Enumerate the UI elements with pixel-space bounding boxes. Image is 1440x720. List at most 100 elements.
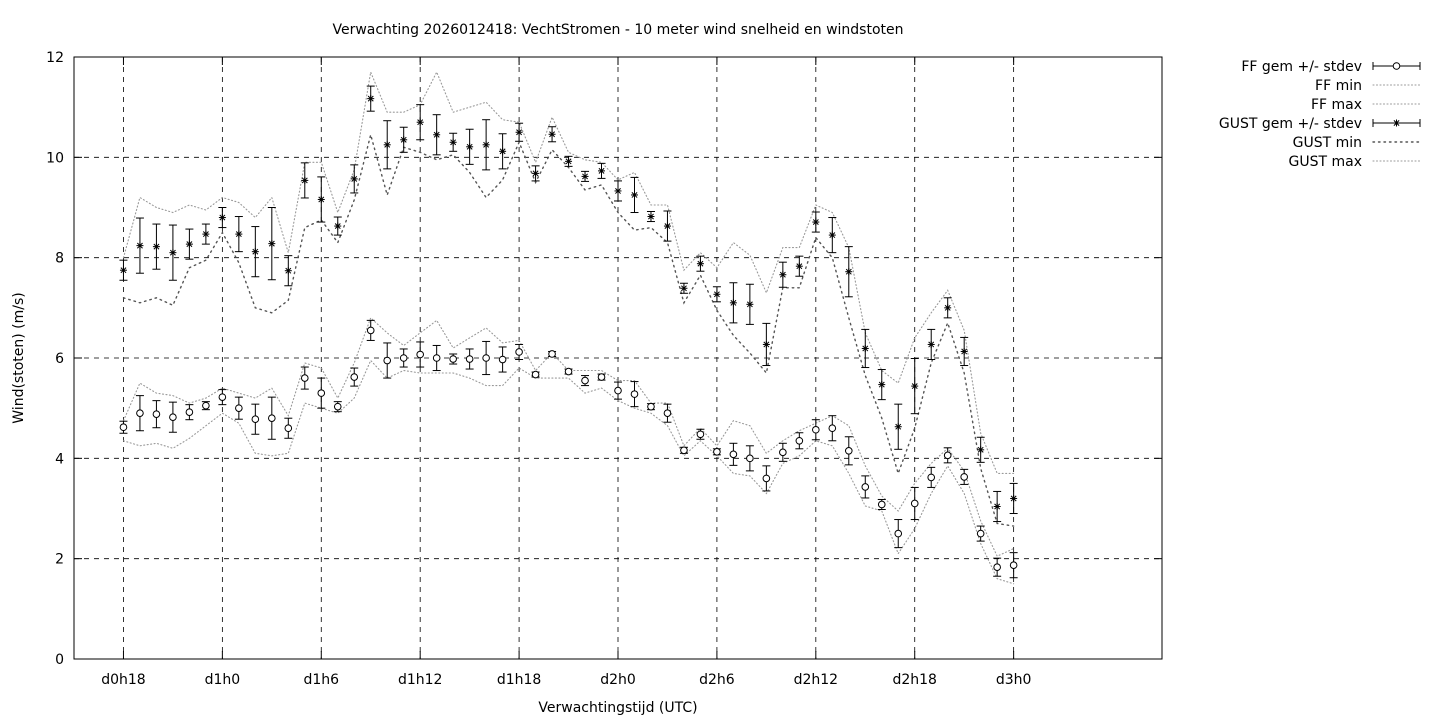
- series-line: [122, 359, 1015, 585]
- data-point-ff: [993, 563, 1001, 571]
- data-point-ff: [515, 348, 523, 356]
- y-axis: 0 2 4 6 8 10 12: [46, 50, 1162, 668]
- data-point-ff: [119, 423, 128, 432]
- data-point-gust: [136, 242, 144, 250]
- data-point-ff: [614, 386, 622, 395]
- data-point-gust: [696, 260, 704, 268]
- data-point-gust: [812, 218, 820, 226]
- data-point-gust: [762, 340, 770, 348]
- x-tick-label: d1h0: [205, 672, 241, 688]
- data-point-ff: [383, 356, 392, 365]
- data-point-gust: [317, 195, 325, 203]
- legend-marker: [1392, 62, 1401, 70]
- data-point-gust: [828, 231, 836, 239]
- data-point-gust: [729, 299, 737, 307]
- data-point-ff: [531, 370, 540, 379]
- data-point-ff: [284, 424, 293, 433]
- data-point-ff: [350, 373, 359, 381]
- data-point-gust: [845, 268, 853, 276]
- data-point-ff: [185, 408, 194, 416]
- data-point-gust: [119, 266, 127, 274]
- data-point-ff: [729, 450, 738, 459]
- data-point-ff: [680, 446, 688, 455]
- data-point-gust: [383, 141, 391, 149]
- data-point-ff: [300, 374, 309, 382]
- data-point-ff: [333, 402, 342, 411]
- legend: FF gem +/- stdev FF min FF max GUST gem +/-…: [1219, 59, 1421, 170]
- data-point-ff: [251, 415, 260, 424]
- data-point-gust: [367, 95, 375, 103]
- data-point-gust: [993, 502, 1001, 510]
- data-point-gust: [614, 187, 622, 195]
- legend-label: GUST min: [1293, 135, 1362, 151]
- x-tick-label: d2h18: [892, 672, 936, 688]
- data-point-ff: [169, 413, 177, 421]
- data-point-ff: [449, 355, 457, 363]
- data-point-gust: [713, 290, 721, 298]
- data-point-ff: [202, 401, 210, 410]
- data-point-ff: [548, 350, 556, 358]
- data-point-ff: [696, 430, 705, 439]
- data-point-gust: [746, 300, 754, 308]
- data-point-ff: [630, 390, 639, 398]
- legend-label: GUST gem +/- stdev: [1219, 116, 1362, 132]
- data-point-gust: [235, 230, 243, 238]
- data-point-ff: [564, 367, 573, 376]
- data-point-ff: [943, 451, 952, 460]
- data-point-gust: [581, 172, 589, 180]
- legend-label: FF max: [1311, 97, 1362, 113]
- data-point-ff: [498, 355, 507, 364]
- data-point-ff: [779, 448, 787, 457]
- data-point-gust: [911, 382, 919, 390]
- data-point-ff: [927, 473, 936, 482]
- data-point-ff: [877, 500, 886, 509]
- data-point-gust: [466, 143, 474, 151]
- series-line: [122, 316, 1015, 557]
- data-point-gust: [185, 240, 193, 248]
- data-point-gust: [779, 271, 787, 279]
- data-point-ff: [795, 436, 804, 445]
- legend-label: FF gem +/- stdev: [1241, 59, 1362, 75]
- data-point-gust: [598, 167, 606, 175]
- data-point-gust: [861, 344, 869, 352]
- data-point-gust: [944, 304, 952, 312]
- data-point-gust: [416, 118, 424, 126]
- data-point-ff: [861, 483, 870, 491]
- data-point-ff: [235, 404, 243, 412]
- data-point-ff: [713, 448, 721, 456]
- data-point-ff: [366, 326, 375, 335]
- data-point-gust: [433, 131, 441, 139]
- data-point-gust: [548, 130, 556, 138]
- data-point-ff: [1009, 561, 1018, 569]
- data-point-ff: [960, 473, 968, 481]
- data-point-gust: [878, 381, 886, 389]
- data-point-ff: [317, 389, 326, 397]
- data-point-gust: [647, 213, 655, 221]
- data-point-gust: [350, 175, 358, 183]
- data-point-gust: [202, 230, 210, 238]
- x-tick-label: d1h18: [497, 672, 541, 688]
- x-tick-label: d0h18: [101, 672, 145, 688]
- data-point-ff: [844, 447, 853, 455]
- data-point-gust: [218, 214, 226, 222]
- data-point-ff: [663, 409, 672, 417]
- x-tick-label: d1h6: [303, 672, 339, 688]
- data-point-ff: [762, 474, 771, 483]
- data-point-ff: [482, 354, 490, 362]
- x-tick-label: d2h6: [699, 672, 735, 688]
- data-point-gust: [301, 176, 309, 184]
- series-line: [122, 132, 1015, 527]
- y-tick-label: 4: [55, 451, 64, 467]
- x-axis-label: Verwachtingstijd (UTC): [538, 700, 697, 716]
- x-tick-label: d3h0: [996, 672, 1032, 688]
- legend-label: GUST max: [1289, 154, 1363, 170]
- data-point-ff: [136, 409, 144, 417]
- data-point-gust: [894, 423, 902, 431]
- data-point-gust: [680, 284, 688, 292]
- data-point-ff: [581, 376, 589, 385]
- y-tick-label: 6: [55, 351, 64, 367]
- data-point-gust: [960, 347, 968, 355]
- x-tick-label: d1h12: [398, 672, 442, 688]
- data-point-gust: [532, 169, 540, 177]
